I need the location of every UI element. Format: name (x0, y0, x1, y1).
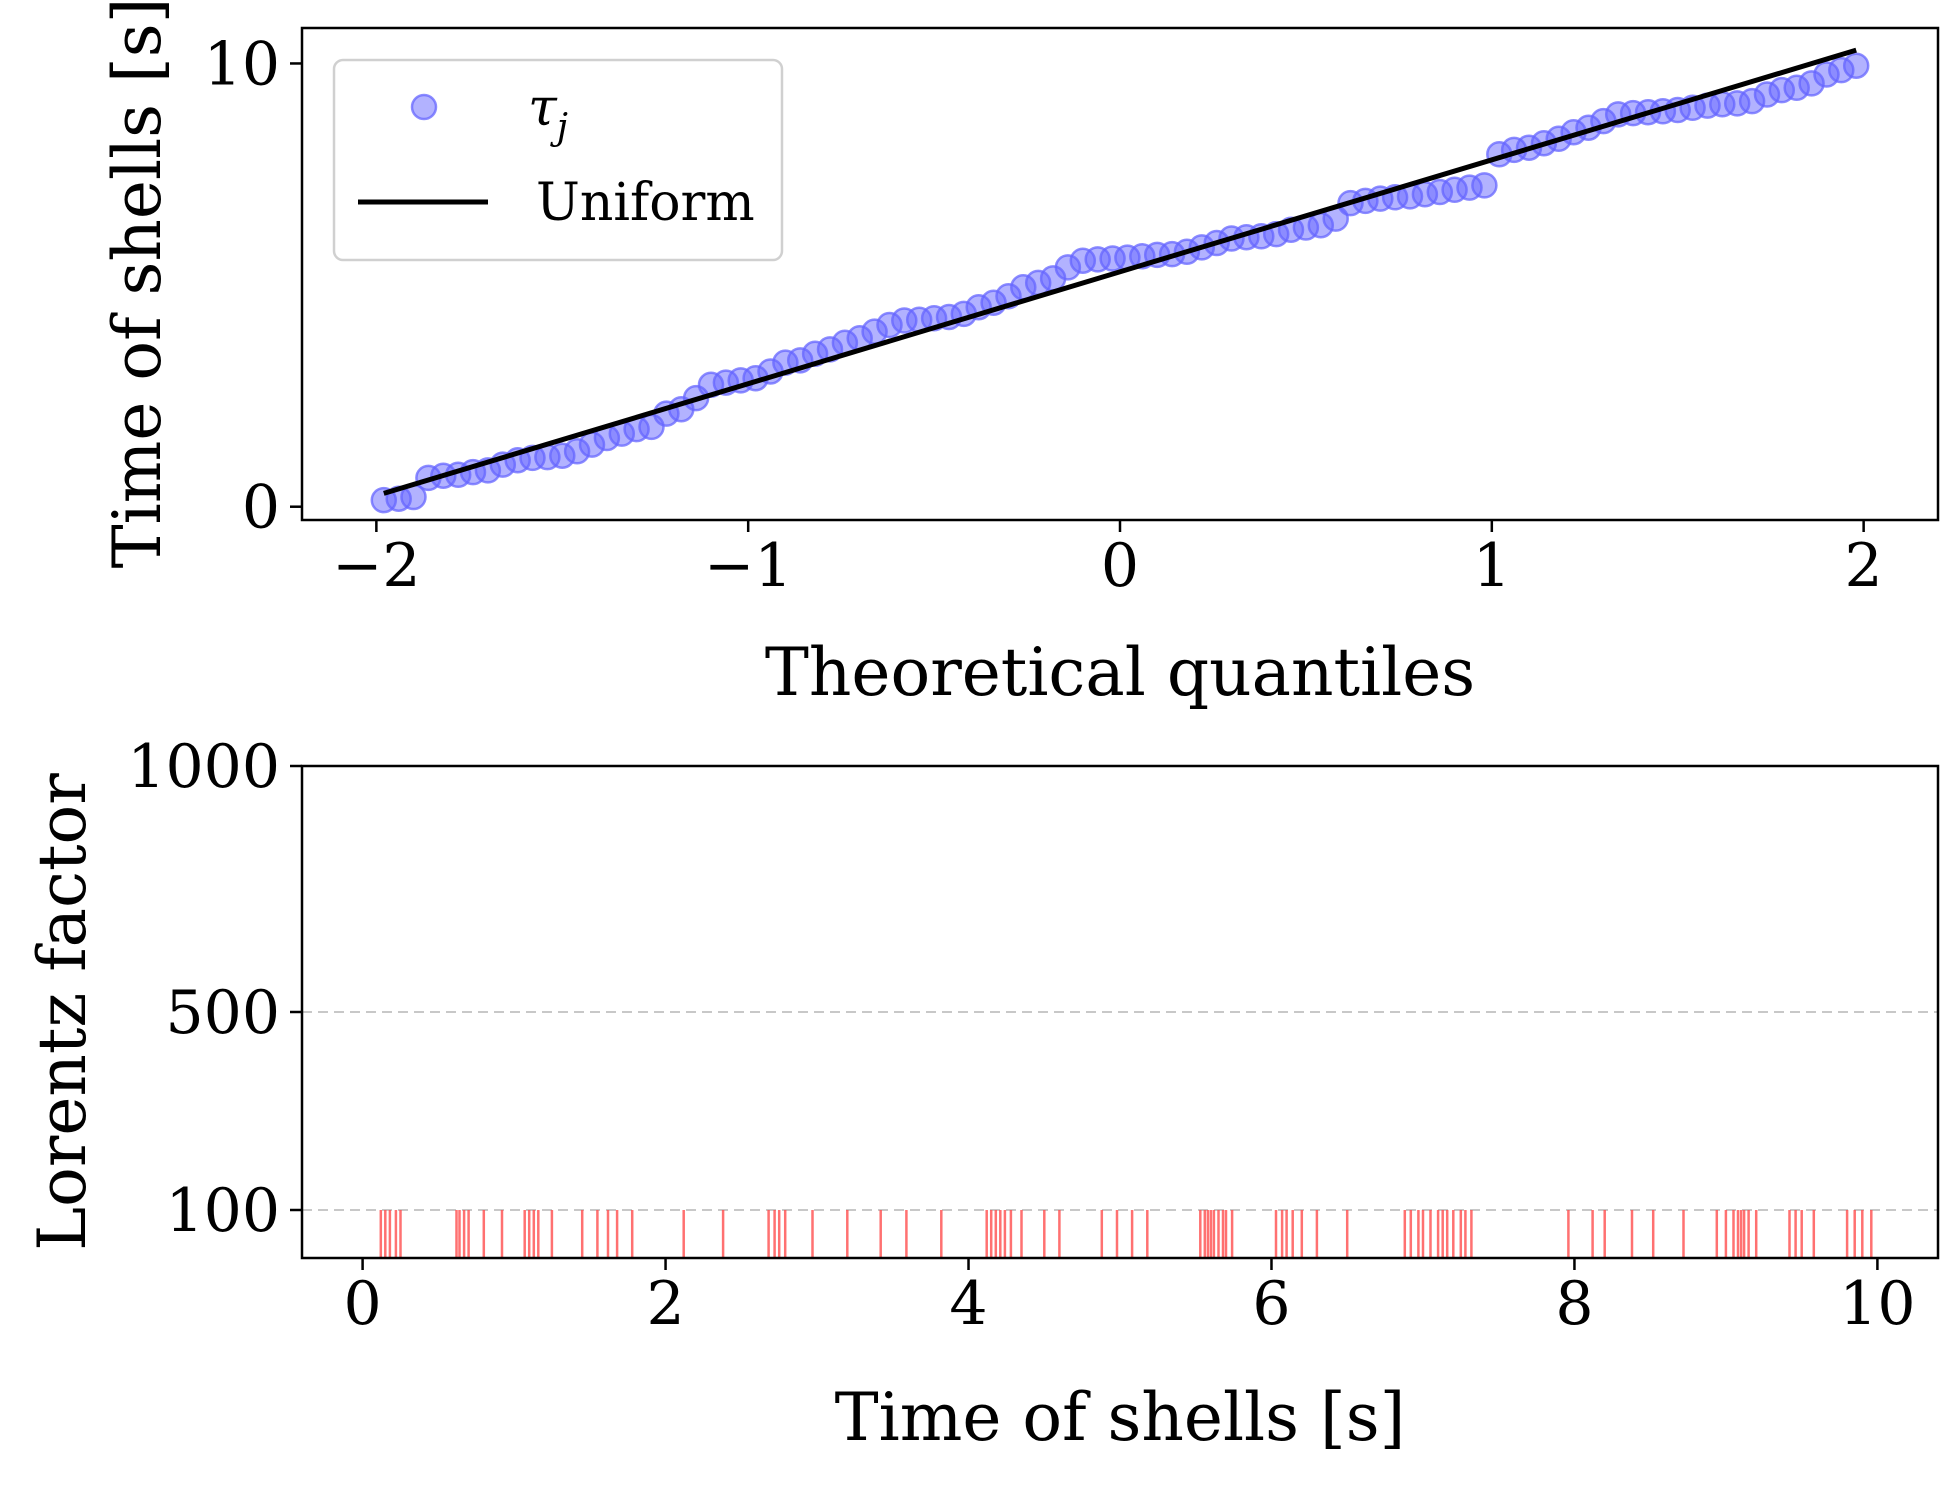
qq-plot-panel: −2 −1 0 1 2 0 10 Theoretical quantiles Time o… (99, 0, 1940, 711)
qq-y-tick-label: 10 (204, 29, 280, 99)
lorentz-x-axis-label: Time of shells [s] (835, 1379, 1406, 1456)
lorentz-x-tick-label: 4 (949, 1269, 987, 1339)
qq-x-ticks: −2 −1 0 1 2 (332, 520, 1883, 601)
qq-legend: τj Uniform (332, 58, 784, 262)
qq-y-ticks: 0 10 (204, 29, 302, 543)
lorentz-x-tick-label: 6 (1252, 1269, 1290, 1339)
lorentz-x-tick-label: 8 (1555, 1269, 1593, 1339)
qq-y-axis-label: Time of shells [s] (99, 0, 176, 568)
lorentz-y-tick-label: 100 (165, 1176, 280, 1246)
uniform-fit-line (383, 47, 1857, 496)
lorentz-y-tick-label: 1000 (127, 732, 280, 802)
lorentz-x-tick-label: 2 (646, 1269, 684, 1339)
legend-point-marker (410, 93, 438, 121)
lorentz-y-tick-label: 500 (165, 978, 280, 1048)
qq-x-tick-label: 1 (1473, 531, 1511, 601)
qq-x-axis-label: Theoretical quantiles (765, 634, 1475, 711)
qq-x-tick-label: −1 (704, 531, 792, 601)
legend-box (332, 58, 784, 262)
legend-label-uniform: Uniform (536, 173, 755, 233)
qq-point (1471, 172, 1498, 199)
legend-label-tau-main: τ (528, 78, 558, 138)
lorentz-x-tick-label: 10 (1839, 1269, 1915, 1339)
lorentz-panel: 0 2 4 6 8 10 100 500 1000 Time of shells [s] Lo… (24, 732, 1940, 1456)
qq-point (1842, 52, 1870, 79)
qq-x-tick-label: 0 (1101, 531, 1139, 601)
lorentz-x-ticks: 0 2 4 6 8 10 (343, 1258, 1916, 1339)
qq-x-tick-label: 2 (1845, 531, 1883, 601)
shell-lines-layer (379, 1210, 1873, 1258)
lorentz-x-tick-label: 0 (343, 1269, 381, 1339)
lorentz-gridlines (302, 1011, 1938, 1211)
qq-y-tick-label: 0 (242, 473, 280, 543)
lorentz-y-axis-label: Lorentz factor (24, 773, 101, 1251)
legend-label-tau: τj (528, 78, 568, 148)
qq-x-tick-label: −2 (332, 531, 420, 601)
lorentz-y-ticks: 100 500 1000 (127, 732, 302, 1246)
